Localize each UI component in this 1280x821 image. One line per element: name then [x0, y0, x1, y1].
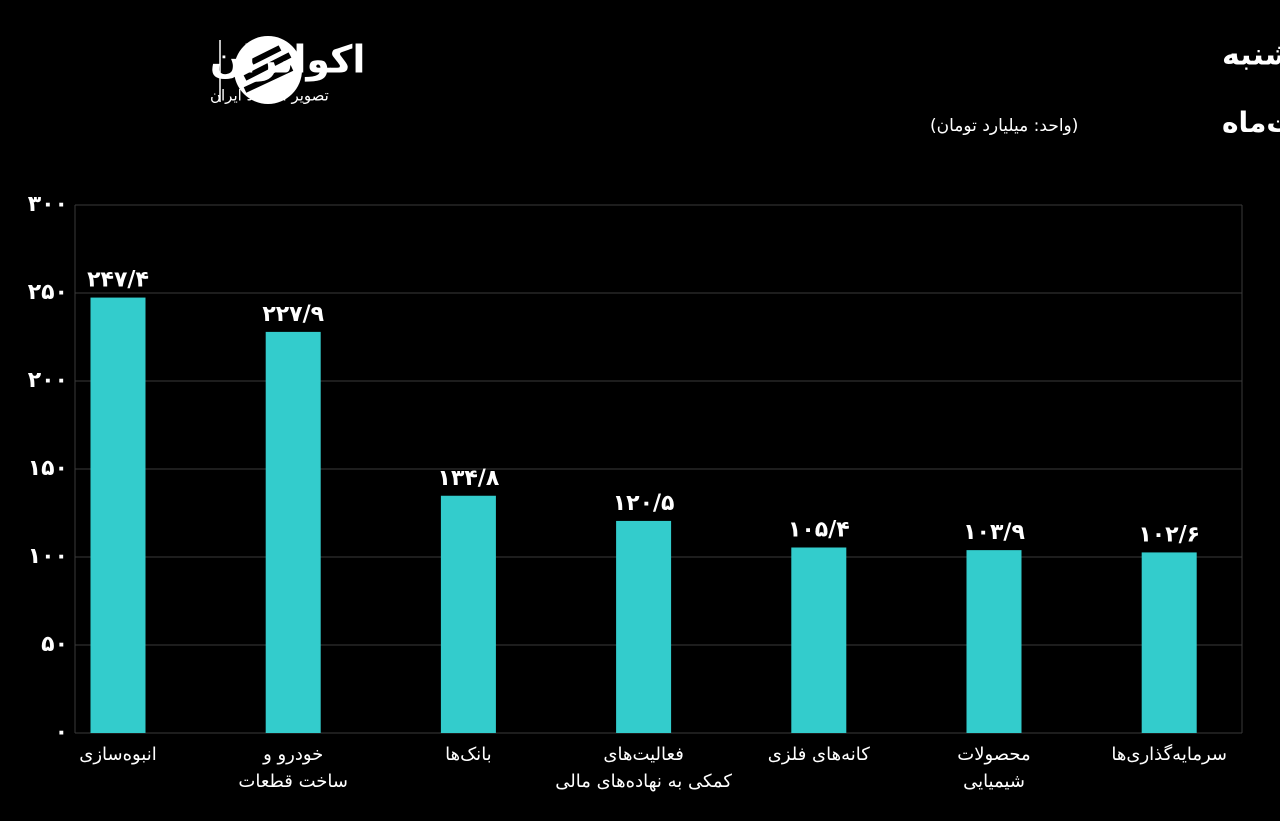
x-tick-label: کانه‌های فلزی: [768, 744, 871, 765]
brand-name: اکوایران: [210, 38, 365, 82]
x-tick-label: خودرو و: [262, 744, 323, 765]
bar: [1141, 552, 1197, 733]
x-tick-label: سرمایه‌گذاری‌ها: [1111, 743, 1227, 765]
bar: [616, 520, 672, 733]
x-tick-label: انبوه‌سازی: [79, 744, 157, 765]
y-tick-label: ۰: [55, 720, 68, 745]
x-tick-label: بانک‌ها: [445, 744, 492, 765]
unit-note: (واحد: میلیارد تومان): [930, 116, 1078, 136]
value-label: ۲۲۷/۹: [262, 302, 324, 327]
value-label: ۱۲۰/۵: [613, 491, 675, 516]
bar: [265, 331, 321, 733]
x-tick-label: شیمیایی: [963, 771, 1025, 792]
y-tick-label: ۲۰۰: [28, 368, 68, 393]
bar: [791, 547, 847, 733]
bar: [90, 297, 146, 733]
brand-tagline: تصویر اقتصاد ایران: [210, 87, 329, 105]
logo: اکوایران تصویر اقتصاد ایران: [210, 36, 365, 105]
chart-title: بیشترین ورود پول حقیقی به صنایع در معامل…: [1222, 38, 1280, 73]
value-label: ۲۴۷/۴: [87, 268, 149, 293]
y-tick-label: ۵۰: [41, 632, 68, 657]
value-label: ۱۳۴/۸: [438, 466, 500, 491]
bar: [440, 495, 496, 733]
x-tick-label: ساخت قطعات: [238, 771, 348, 792]
y-tick-label: ۱۰۰: [28, 544, 68, 569]
chart-subtitle: دهم اردیبهشت‌ماه: [1222, 106, 1280, 139]
value-label: ۱۰۵/۴: [788, 517, 850, 542]
x-tick-label: فعالیت‌های: [603, 744, 683, 765]
x-tick-label: کمکی به نهاده‌های مالی: [555, 771, 732, 792]
y-tick-label: ۲۵۰: [28, 280, 68, 305]
x-tick-label: محصولات: [957, 744, 1030, 765]
logo-mark: [243, 45, 294, 93]
y-tick-label: ۳۰۰: [28, 192, 68, 217]
y-tick-label: ۱۵۰: [28, 456, 68, 481]
value-label: ۱۰۳/۹: [963, 520, 1025, 545]
value-label: ۱۰۲/۶: [1138, 522, 1200, 547]
bar: [966, 550, 1022, 733]
